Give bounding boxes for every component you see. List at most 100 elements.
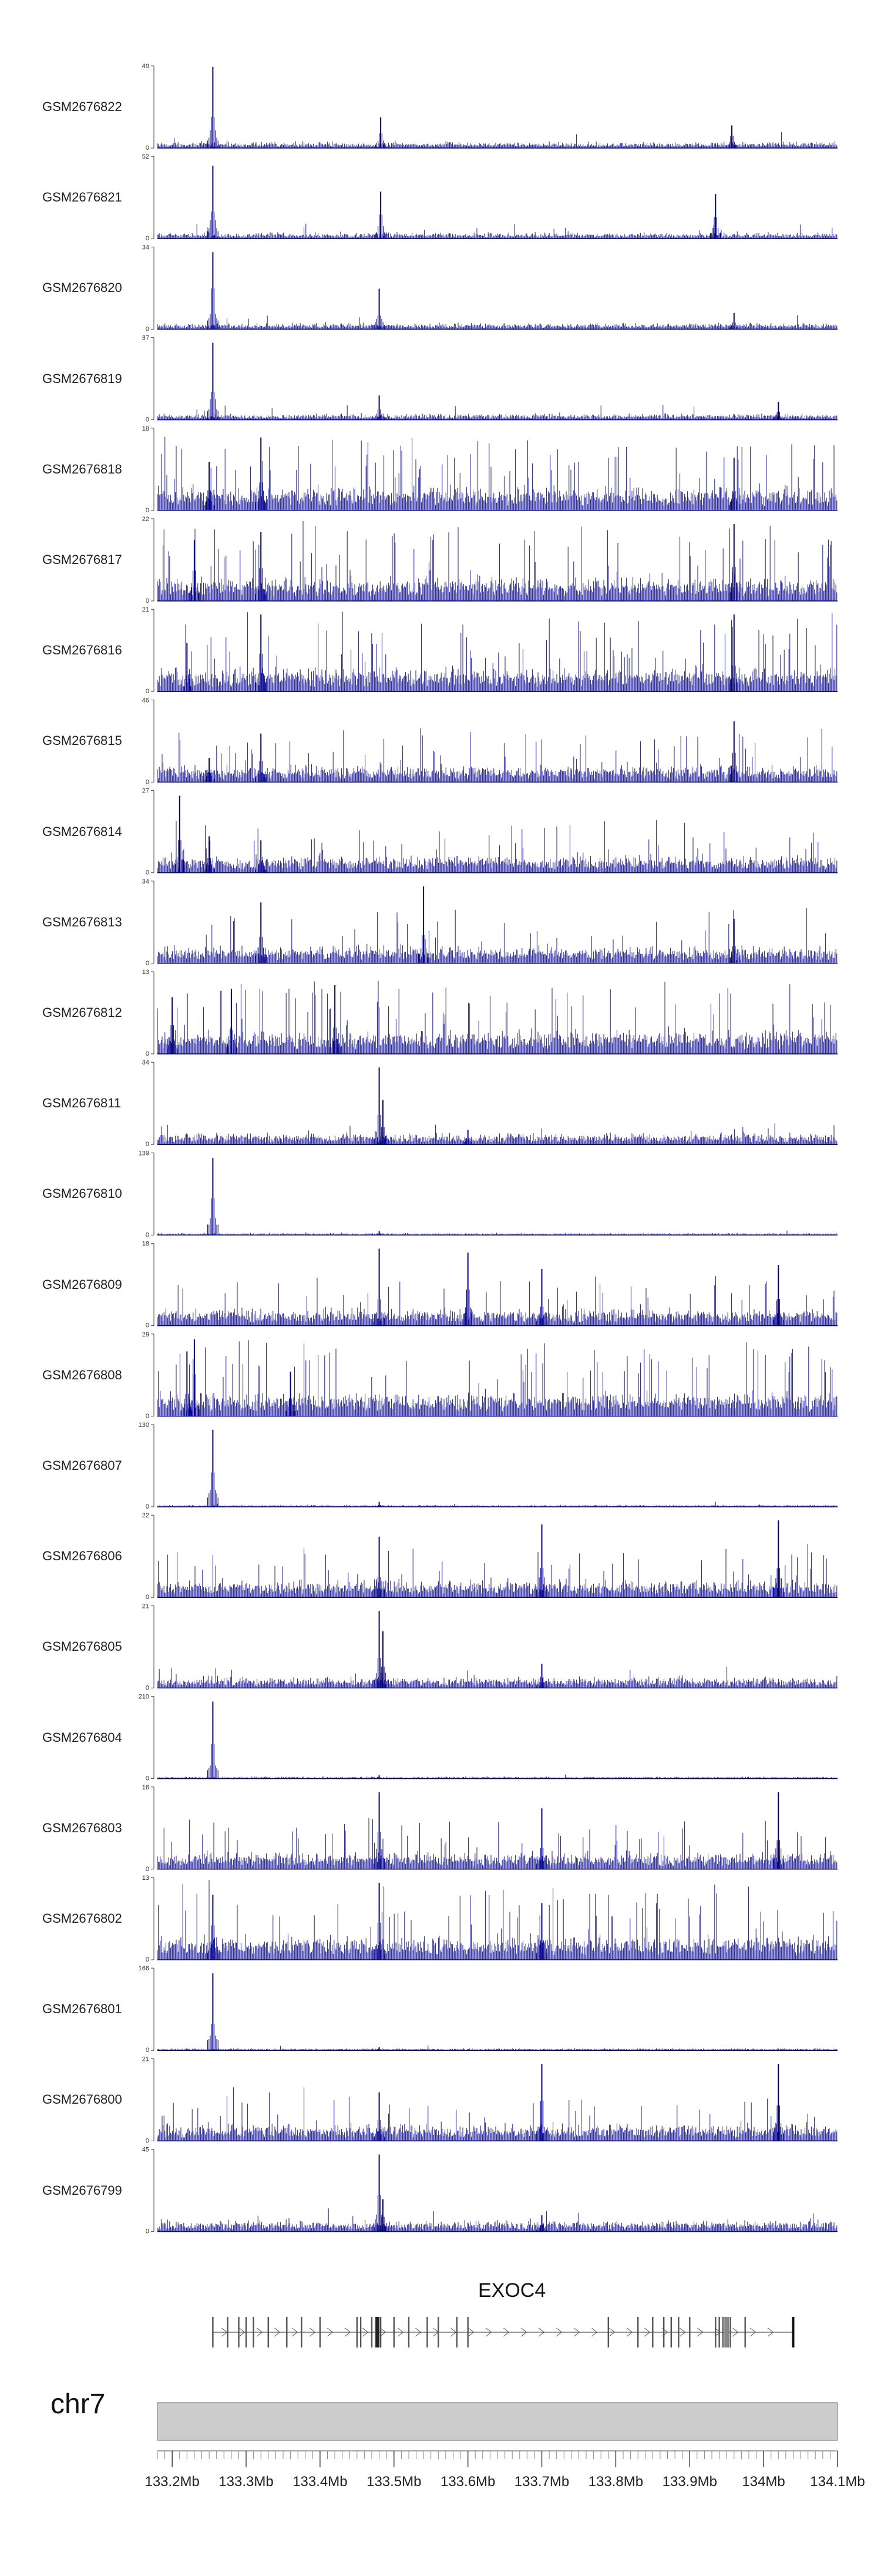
track-label: GSM2676816 — [42, 643, 122, 658]
track-ymin-label: 0 — [146, 1322, 149, 1329]
gene-exon — [319, 2317, 321, 2347]
gene-exon — [715, 2317, 717, 2347]
track-ymin-label: 0 — [146, 1775, 149, 1782]
track-ymax-label: 13 — [142, 969, 149, 976]
chromosome-ideogram — [157, 2402, 838, 2441]
track-ymax-label: 37 — [142, 335, 149, 342]
gene-strand-arrow — [292, 2328, 298, 2337]
track-GSM2676819: 37 0 — [142, 335, 838, 424]
track-label: GSM2676818 — [42, 461, 122, 476]
track-ymin-label: 0 — [146, 1503, 149, 1510]
chromosome-axis: 133.2Mb 133.3Mb 133.4Mb 133.5Mb 133.6Mb 133.7… — [144, 2402, 865, 2490]
gene-exon — [375, 2317, 376, 2347]
track-GSM2676799: 45 0 — [142, 2147, 838, 2235]
track-signal — [157, 2046, 838, 2051]
track-ymax-label: 166 — [139, 1965, 149, 1972]
gene-strand-arrow — [680, 2328, 686, 2337]
gene-strand-arrow — [327, 2328, 334, 2337]
gene-strand-arrow — [468, 2328, 475, 2337]
track-GSM2676821: 52 0 — [142, 153, 838, 242]
track-ymin-label: 0 — [146, 688, 149, 695]
track-ymin-label: 0 — [146, 417, 149, 424]
track-GSM2676811: 34 0 — [142, 1059, 838, 1148]
track-signal — [157, 2087, 838, 2141]
track-GSM2676818: 18 0 — [142, 425, 838, 514]
track-ymax-label: 34 — [142, 244, 149, 251]
track-ymin-label: 0 — [146, 2137, 149, 2144]
gene-exon — [379, 2317, 382, 2347]
track-GSM2676816: 21 0 — [142, 606, 838, 695]
gene-exon — [744, 2317, 746, 2347]
gene-strand-arrow — [574, 2328, 580, 2337]
gene-exon — [724, 2317, 729, 2347]
gene-exon — [408, 2317, 410, 2347]
track-signal — [157, 1880, 838, 1960]
track-ymin-label: 0 — [146, 145, 149, 152]
gene-strand-arrow — [644, 2328, 651, 2337]
track-ymax-label: 130 — [139, 1422, 149, 1429]
track-signal — [157, 728, 838, 782]
track-label: GSM2676814 — [42, 824, 122, 839]
gene-exon — [718, 2317, 720, 2347]
gene-exon — [722, 2317, 724, 2347]
track-signal — [157, 1667, 838, 1688]
chromosome-label: chr7 — [51, 2389, 106, 2420]
gene-strand-arrow — [398, 2328, 404, 2337]
track-ymax-label: 210 — [139, 1694, 149, 1701]
track-signal — [157, 1544, 838, 1598]
track-ymin-label: 0 — [146, 2047, 149, 2054]
track-signal — [157, 1230, 838, 1235]
track-ymax-label: 49 — [142, 63, 149, 70]
track-GSM2676814: 27 0 — [142, 788, 838, 876]
track-GSM2676808: 29 0 — [142, 1331, 838, 1420]
track-ymin-label: 0 — [146, 1231, 149, 1238]
track-ymin-label: 0 — [146, 1141, 149, 1148]
track-ymin-label: 0 — [146, 235, 149, 242]
track-signal — [157, 1276, 838, 1326]
gene-strand-arrow — [627, 2328, 633, 2337]
track-ymax-label: 21 — [142, 606, 149, 613]
track-ymin-label: 0 — [146, 1413, 149, 1420]
gene-strand-arrow — [345, 2328, 351, 2337]
track-ymax-label: 34 — [142, 878, 149, 885]
gene-exon — [637, 2317, 639, 2347]
track-signal — [157, 132, 838, 148]
gene-exon — [356, 2317, 358, 2347]
track-label: GSM2676812 — [42, 1005, 122, 1020]
gene-exon — [253, 2317, 254, 2347]
gene-strand-arrow — [750, 2328, 756, 2337]
track-GSM2676806: 22 0 — [142, 1512, 838, 1601]
track-ymin-label: 0 — [146, 325, 149, 333]
track-ymin-label: 0 — [146, 1684, 149, 1691]
track-label: GSM2676820 — [42, 280, 122, 295]
track-GSM2676820: 34 0 — [142, 244, 838, 333]
track-label: GSM2676804 — [42, 1729, 122, 1745]
track-label: GSM2676815 — [42, 733, 122, 748]
x-tick-label: 133.3Mb — [218, 2474, 273, 2490]
gene-strand-arrow — [609, 2328, 616, 2337]
gene-strand-arrow — [450, 2328, 457, 2337]
track-label: GSM2676810 — [42, 1186, 122, 1201]
track-ymax-label: 45 — [142, 2147, 149, 2154]
gene-strand-arrow — [415, 2328, 422, 2337]
gene-exon — [212, 2317, 214, 2347]
track-signal — [157, 1123, 838, 1145]
gene-exon — [438, 2317, 439, 2347]
gene-strand-arrow — [503, 2328, 510, 2337]
gene-strand-arrow — [539, 2328, 545, 2337]
track-ymax-label: 18 — [142, 425, 149, 432]
gene-strand-arrow — [556, 2328, 563, 2337]
gene-exon — [652, 2317, 654, 2347]
track-signal — [157, 315, 838, 330]
gene-strand-arrow — [239, 2328, 246, 2337]
x-tick-label: 133.7Mb — [515, 2474, 569, 2490]
track-ymin-label: 0 — [146, 778, 149, 785]
track-ymax-label: 52 — [142, 153, 149, 160]
gene-exon — [267, 2317, 269, 2347]
track-ymin-label: 0 — [146, 869, 149, 876]
track-label: GSM2676819 — [42, 371, 122, 386]
gene-exon — [371, 2317, 373, 2347]
gene-exon — [467, 2317, 469, 2347]
